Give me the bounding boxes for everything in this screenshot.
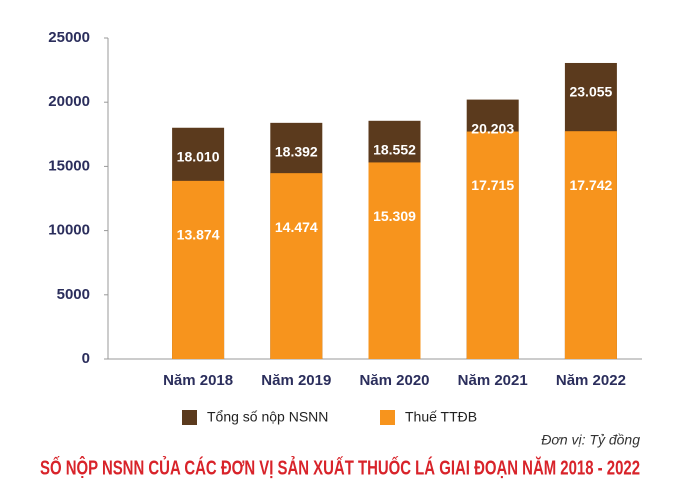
x-tick-label: Năm 2018 xyxy=(163,372,233,389)
legend-swatch xyxy=(182,410,197,425)
unit-note: Đơn vị: Tỷ đồng xyxy=(541,432,640,448)
chart-title: SỐ NỘP NSNN CỦA CÁC ĐƠN VỊ SẢN XUẤT THUỐ… xyxy=(40,455,640,479)
bar xyxy=(368,162,421,359)
legend-swatch xyxy=(380,410,395,425)
value-label: 17.715 xyxy=(471,177,514,193)
x-tick-label: Năm 2021 xyxy=(458,372,528,389)
value-label: 18.552 xyxy=(373,141,416,157)
value-label: 18.392 xyxy=(275,144,318,160)
value-label: 17.742 xyxy=(569,177,612,193)
value-label: 18.010 xyxy=(177,148,220,164)
y-tick-label: 0 xyxy=(82,350,90,367)
x-tick-label: Năm 2022 xyxy=(556,372,626,389)
y-tick-label: 25000 xyxy=(48,29,90,46)
value-label: 14.474 xyxy=(275,219,318,235)
value-label: 20.203 xyxy=(471,120,514,136)
y-tick-label: 10000 xyxy=(48,222,90,239)
x-tick-label: Năm 2020 xyxy=(359,372,429,389)
value-label: 23.055 xyxy=(569,84,612,100)
bar xyxy=(466,131,519,359)
y-tick-label: 5000 xyxy=(57,286,90,303)
value-label: 13.874 xyxy=(177,227,220,243)
bar xyxy=(270,173,323,359)
y-tick-label: 20000 xyxy=(48,93,90,110)
legend-label: Tổng số nộp NSNN xyxy=(207,409,328,425)
bar xyxy=(564,131,617,359)
y-tick-label: 15000 xyxy=(48,157,90,174)
legend-label: Thuế TTĐB xyxy=(405,409,477,425)
bar xyxy=(172,180,225,359)
value-label: 15.309 xyxy=(373,208,416,224)
x-tick-label: Năm 2019 xyxy=(261,372,331,389)
